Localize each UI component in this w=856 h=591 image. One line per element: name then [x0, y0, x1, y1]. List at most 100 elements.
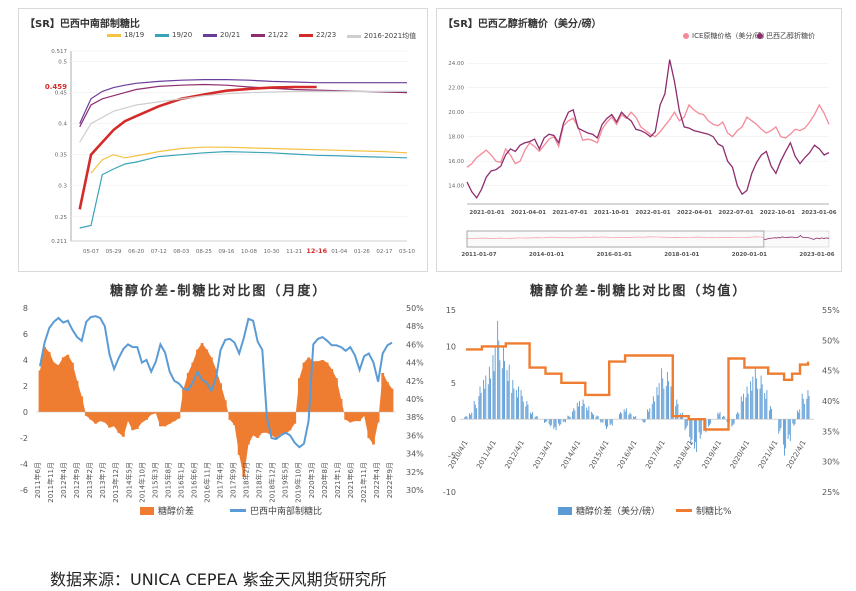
spread-bar [611, 419, 613, 426]
spread-bar [620, 411, 622, 420]
y-left-tick-label: 0 [23, 408, 28, 417]
spread-bar [279, 412, 283, 435]
y-left-tick-label: -2 [20, 434, 28, 443]
x-tick-label: 2018年2月 [242, 462, 251, 498]
spread-bar [738, 413, 740, 420]
legend-swatch [757, 33, 763, 39]
spread-bar [339, 399, 343, 412]
spread-bar [544, 419, 545, 423]
average-spread-chart: -10-505101525%30%35%40%45%50%55%2010/4/1… [443, 306, 840, 497]
spread-bar [651, 403, 653, 420]
spread-bar [520, 390, 522, 420]
legend-item[interactable]: 糖醇价差 [140, 504, 194, 517]
y-right-tick-label: 32% [406, 468, 424, 477]
y-tick-label: 18.00 [448, 135, 464, 141]
spread-bar [601, 419, 603, 422]
spread-bar [493, 371, 495, 420]
ethanol-price-legend[interactable]: ICE原糖价格（美分/磅） 巴西乙醇折糖价 [683, 31, 843, 43]
legend-item[interactable]: 巴西中南部制糖比 [230, 504, 322, 517]
legend-item[interactable]: ICE原糖价格（美分/磅） [683, 31, 769, 41]
spread-bar [251, 412, 255, 436]
x-tick-label: 2021-10-01 [594, 210, 629, 216]
spread-bar [741, 401, 743, 420]
spread-bar [475, 408, 477, 420]
spread-bar [484, 388, 486, 420]
spread-bar [582, 399, 584, 420]
spread-bar [172, 412, 176, 422]
spread-bar [563, 419, 565, 422]
spread-bar [726, 419, 728, 423]
legend-item[interactable]: 2016-2021均值 [347, 31, 416, 41]
spread-bar [121, 412, 125, 437]
sugar-mix-legend[interactable]: 18/19 19/20 20/21 21/22 22/23 2016-2021均值 [107, 31, 427, 43]
spread-bar [629, 412, 631, 420]
spread-bar [610, 419, 612, 424]
spread-bar [464, 417, 466, 420]
spread-bar [265, 412, 269, 433]
last-value-label: 0.459 [45, 83, 67, 91]
legend-item[interactable]: 19/20 [155, 31, 192, 39]
spread-bar [668, 381, 669, 420]
spread-bar [771, 409, 773, 420]
spread-bar [761, 384, 763, 420]
spread-bar [597, 416, 599, 420]
spread-bar [103, 412, 107, 423]
legend-item[interactable]: 18/19 [107, 31, 144, 39]
spread-bar [479, 386, 481, 420]
x-tick-label: 2012年4月 [59, 462, 68, 498]
x-tick-label: 2021-04-01 [511, 210, 546, 216]
spread-bar [586, 407, 588, 420]
spread-bar [568, 416, 570, 420]
legend-swatch [347, 34, 361, 38]
ethanol-price-chart: 14.00 16.00 18.00 20.00 22.00 24.00 2021-01-01… [448, 59, 837, 258]
x-tick-label: 2023-01-06 [801, 210, 836, 216]
y-right-tick-label: 46% [406, 340, 424, 349]
spread-bar [518, 386, 520, 420]
sugar-mix-line [39, 315, 393, 449]
spread-bar [353, 412, 357, 422]
legend-item[interactable]: 22/23 [299, 31, 336, 39]
spread-bar [733, 419, 735, 424]
legend-item[interactable]: 制糖比% [676, 504, 732, 517]
legend-item[interactable]: 21/22 [251, 31, 288, 39]
series-line-18-19 [90, 146, 408, 174]
ethanol-price-chart-title: 【SR】巴西乙醇折糖价（美分/磅） [443, 19, 602, 30]
x-tick-label: 06-20 [128, 249, 144, 255]
series-line-19-20 [79, 150, 408, 229]
x-tick-label: 2022-01-01 [635, 210, 670, 216]
spread-bar [560, 419, 562, 425]
spread-bar [84, 412, 88, 416]
legend-item[interactable]: 20/21 [203, 31, 240, 39]
y-left-tick-label: -10 [443, 488, 456, 497]
x-tick-label: 2012年9月 [72, 462, 81, 498]
legend-swatch [203, 33, 217, 37]
spread-bar [607, 419, 609, 427]
spread-bar [233, 412, 236, 425]
series-line [466, 59, 830, 200]
y-right-tick-label: 50% [406, 304, 424, 313]
legend-swatch [676, 509, 692, 512]
legend-item[interactable]: 巴西乙醇折糖价 [757, 31, 815, 41]
y-right-tick-label: 50% [822, 336, 840, 345]
series-line-2016-2021-- [79, 90, 407, 143]
spread-bar [191, 362, 195, 412]
spread-bar [80, 396, 84, 412]
spread-bar [581, 406, 583, 420]
spread-bar [546, 419, 548, 422]
y-left-tick-label: 6 [23, 330, 28, 339]
legend-item[interactable]: 糖醇价差（美分/磅） [558, 504, 660, 517]
spread-bar [515, 390, 517, 420]
spread-bar [525, 406, 527, 420]
monthly-spread-legend[interactable]: 糖醇价差 巴西中南部制糖比 [140, 504, 400, 518]
average-spread-legend[interactable]: 糖醇价差（美分/磅） 制糖比% [558, 504, 818, 518]
spread-bar [633, 416, 634, 420]
spread-bar [778, 419, 780, 434]
spread-bar [732, 419, 734, 426]
spread-bar [512, 379, 514, 420]
spread-bar [569, 417, 571, 420]
spread-bar [797, 410, 798, 420]
spread-bar [743, 393, 744, 420]
y-right-tick-label: 45% [822, 367, 840, 376]
spread-bar [140, 412, 144, 423]
navigator-line [763, 234, 829, 240]
